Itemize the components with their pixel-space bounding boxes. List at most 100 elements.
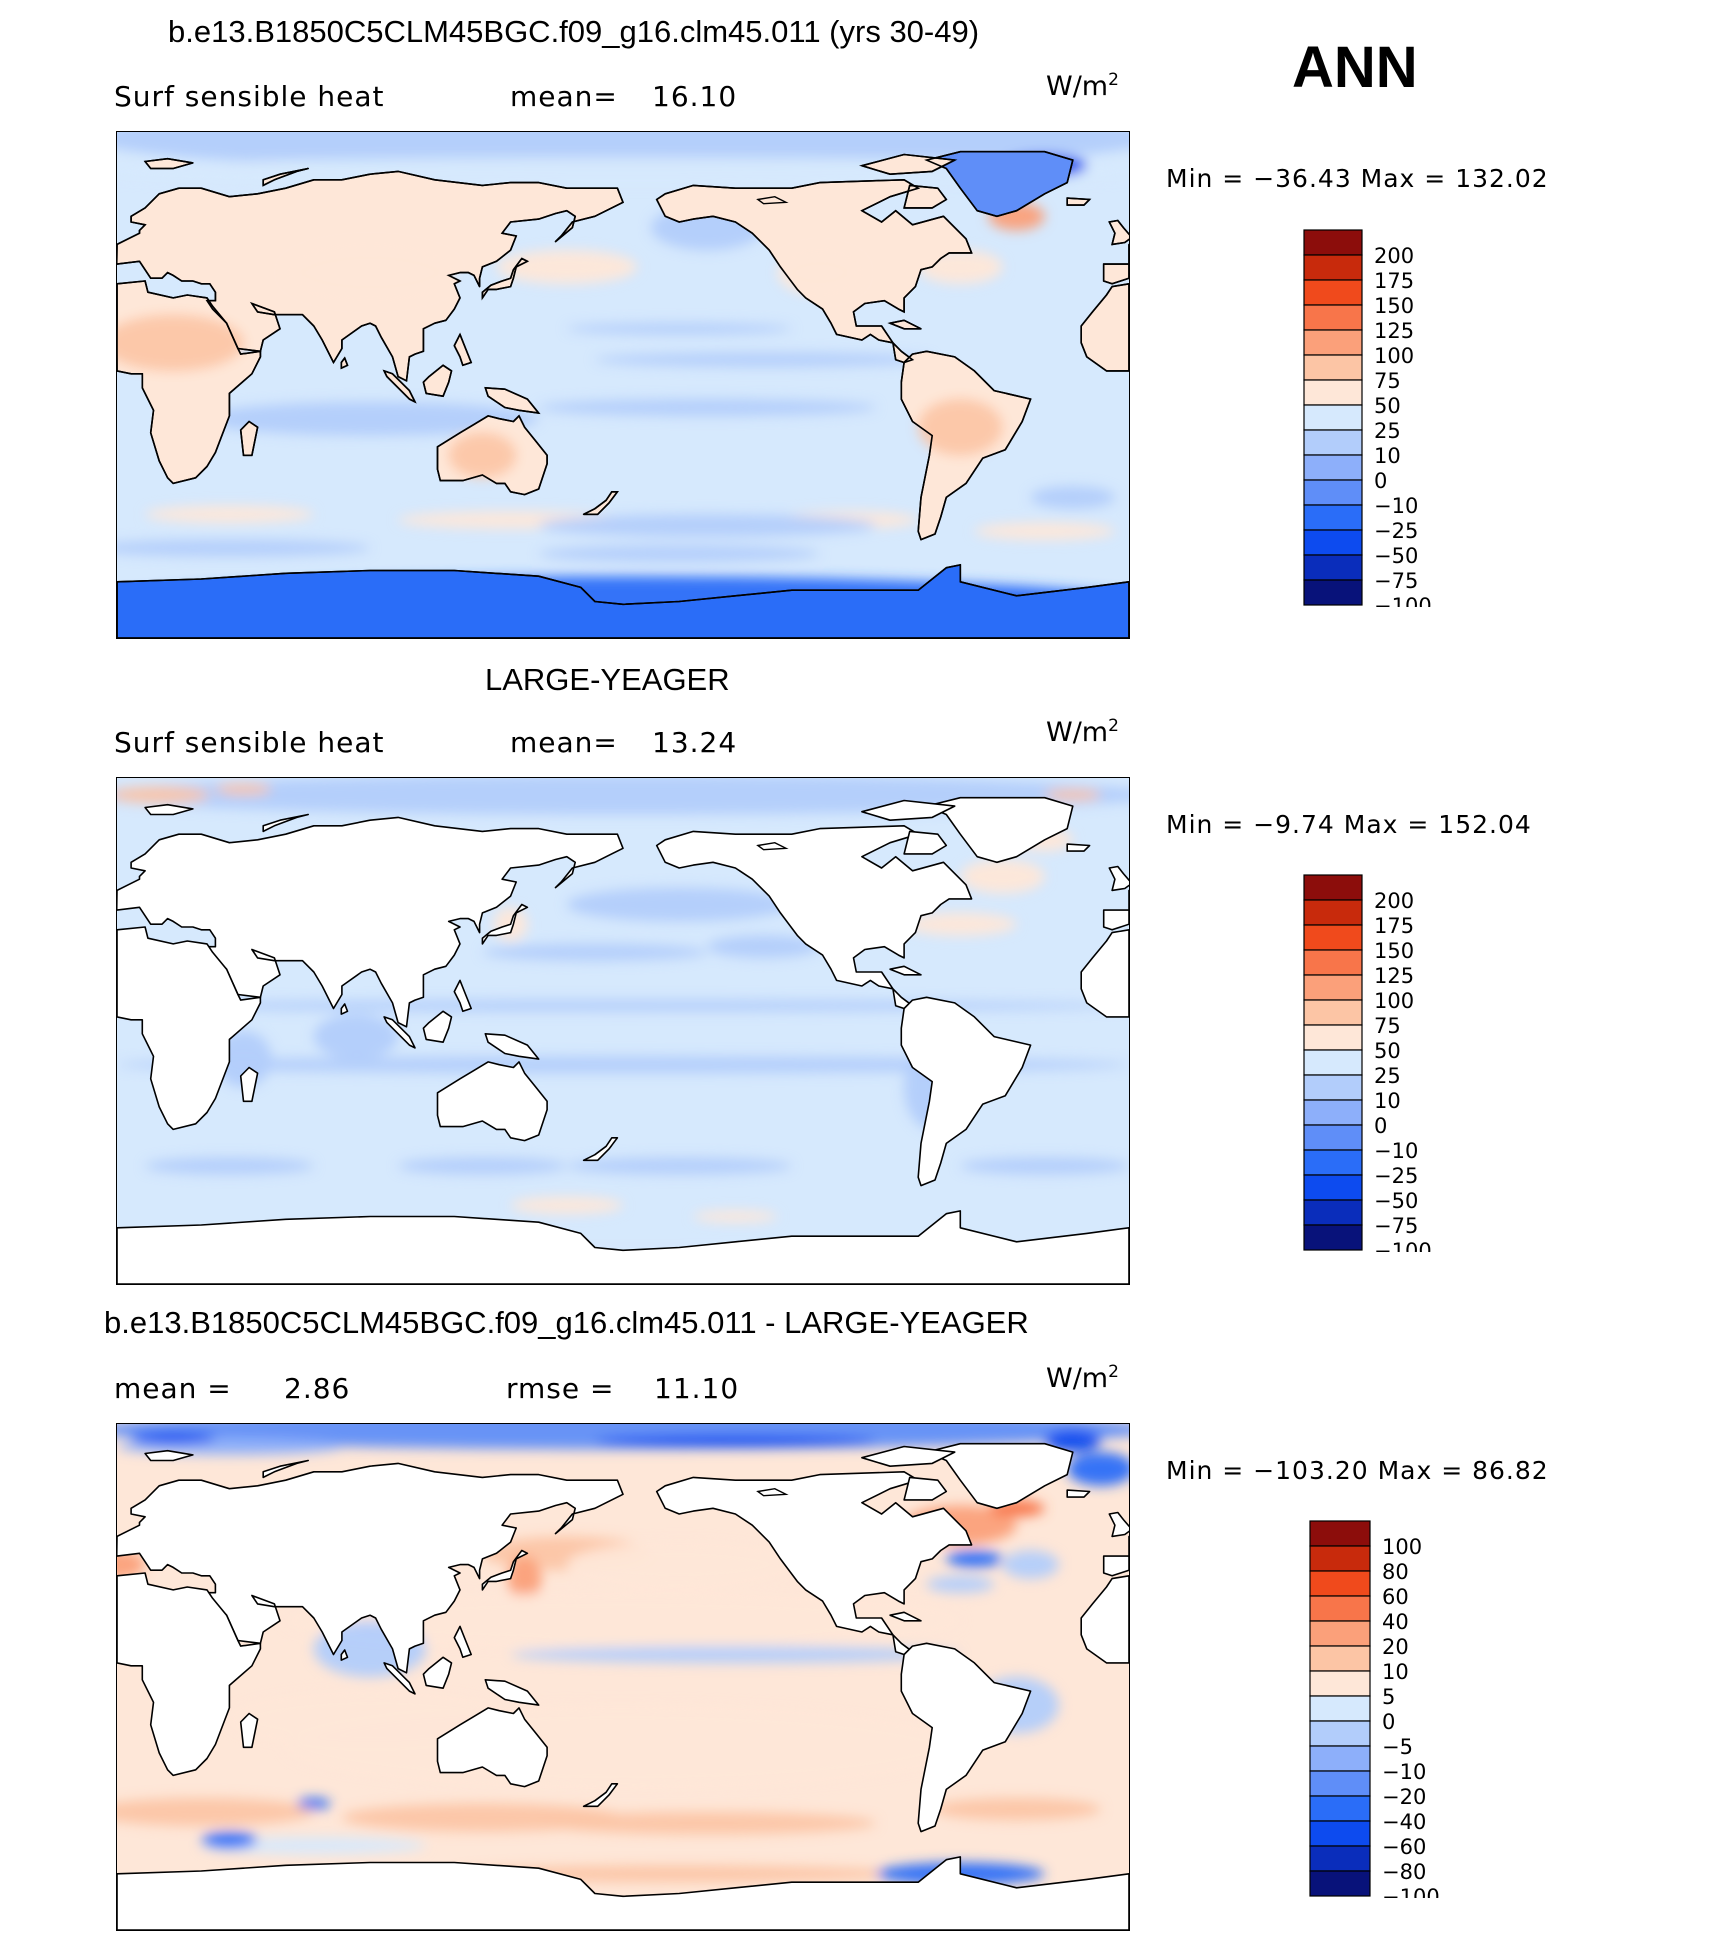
colorbar-swatch [1303, 1074, 1363, 1101]
landmass-japan [481, 903, 529, 945]
field-contour [145, 1157, 314, 1175]
field-contour [538, 1811, 876, 1835]
field-contour [117, 1797, 314, 1826]
colorbar-tick-label: 0 [1374, 1114, 1387, 1138]
field-contour [510, 1196, 623, 1214]
landmass-iceland [1066, 1489, 1091, 1498]
field-contour [145, 505, 314, 523]
landmass-svalbard [144, 1449, 194, 1462]
panel2-variable-label: Surf sensible heat [114, 726, 385, 759]
colorbar-tick-label: 150 [1374, 294, 1414, 318]
colorbar-tick-label: 10 [1374, 1089, 1401, 1113]
landmass-japan [481, 1549, 529, 1591]
colorbar-tick-label: 150 [1374, 939, 1414, 963]
field-contour [960, 1157, 1129, 1175]
panel2-map [116, 777, 1130, 1285]
colorbar-swatch [1303, 1149, 1363, 1176]
landmass-svalbard [144, 803, 194, 816]
field-contour [926, 1575, 995, 1593]
colorbar-swatch [1309, 1695, 1371, 1722]
colorbar-swatch [1309, 1520, 1371, 1547]
field-contour [566, 1157, 792, 1175]
panel3-title: b.e13.B1850C5CLM45BGC.f09_g16.clm45.011 … [104, 1305, 1029, 1340]
field-contour [131, 1432, 216, 1444]
colorbar-swatch [1309, 1795, 1371, 1822]
colorbar-swatch [1303, 874, 1363, 901]
landmass-africa [117, 926, 262, 1131]
panel2-units: W/m2 [1046, 716, 1119, 748]
field-contour [117, 1056, 1129, 1074]
landmass-sam [900, 996, 1032, 1187]
colorbar-swatch [1309, 1820, 1371, 1847]
panel1-min-max: Min = −36.43 Max = 132.02 [1166, 164, 1549, 193]
panel3-units: W/m2 [1046, 1362, 1119, 1394]
landmass-newguinea [484, 1679, 540, 1706]
panel3-colorbar: 100 80 60 40 20 10 5 0 −5 −10 −20 −40 −60 −80 −100 [1308, 1519, 1458, 1909]
field-contour [538, 514, 876, 537]
landmass-australia [436, 1707, 548, 1788]
colorbar-swatch [1303, 949, 1363, 976]
panel1-units: W/m2 [1046, 70, 1119, 102]
colorbar-tick-label: 125 [1374, 964, 1414, 988]
colorbar-tick-label: −25 [1374, 519, 1418, 543]
colorbar-tick-label: 10 [1374, 444, 1401, 468]
colorbar-tick-label: 100 [1374, 344, 1414, 368]
landmass-sumatra [383, 1662, 416, 1695]
colorbar-tick-label: −100 [1374, 594, 1432, 607]
landmass-philippines [453, 1625, 472, 1659]
colorbar-swatch [1309, 1595, 1371, 1622]
colorbar-swatch [1303, 1099, 1363, 1126]
colorbar-swatch [1309, 1870, 1371, 1897]
colorbar-swatch [1303, 404, 1363, 431]
panel3-min-max: Min = −103.20 Max = 86.82 [1166, 1456, 1549, 1485]
landmass-borneo [422, 1010, 453, 1043]
colorbar-tick-label: −40 [1382, 1810, 1426, 1834]
landmass-uk [1108, 1511, 1129, 1538]
colorbar-tick-label: 175 [1374, 269, 1414, 293]
panel1-mean-value: 16.10 [652, 80, 738, 113]
landmass-africaW [1080, 1575, 1129, 1664]
colorbar-tick-label: 25 [1374, 419, 1401, 443]
field-contour [538, 399, 876, 416]
season-label: ANN [1292, 35, 1418, 100]
colorbar-tick-label: −5 [1382, 1735, 1413, 1759]
field-contour [229, 1691, 511, 1748]
colorbar-tick-label: 50 [1374, 394, 1401, 418]
landmass-nam [655, 825, 973, 1010]
colorbar-tick-label: 50 [1374, 1039, 1401, 1063]
panel3-mean-label: mean = [114, 1372, 232, 1405]
field-contour [1067, 1452, 1129, 1486]
colorbar-swatch [1303, 1124, 1363, 1151]
colorbar-swatch [1303, 304, 1363, 331]
field-contour [117, 1424, 1129, 1450]
field-contour [594, 352, 933, 367]
colorbar-swatch [1303, 579, 1363, 606]
landmass-australia [436, 1061, 548, 1142]
colorbar-tick-label: 75 [1374, 1014, 1401, 1038]
colorbar-tick-label: 175 [1374, 914, 1414, 938]
field-contour [507, 1556, 542, 1602]
colorbar-swatch [1303, 1049, 1363, 1076]
landmass-iberia [1102, 1535, 1129, 1577]
field-contour [904, 912, 1017, 936]
colorbar-swatch [1309, 1620, 1371, 1647]
colorbar-swatch [1303, 379, 1363, 406]
panel3-mean-value: 2.86 [284, 1372, 351, 1405]
colorbar-swatch [1309, 1720, 1371, 1747]
field-contour [482, 943, 708, 961]
colorbar-tick-label: 80 [1382, 1560, 1409, 1584]
field-contour [932, 1797, 1101, 1821]
landmass-nam [655, 1471, 973, 1656]
colorbar-swatch [1303, 504, 1363, 531]
field-contour [117, 786, 210, 804]
field-contour [117, 778, 1129, 815]
landmass-srilanka [340, 1649, 349, 1661]
colorbar-swatch [1303, 529, 1363, 556]
colorbar-tick-label: 100 [1382, 1535, 1422, 1559]
colorbar-tick-label: −25 [1374, 1164, 1418, 1188]
colorbar-tick-label: 200 [1374, 244, 1414, 268]
landmass-africa [117, 1572, 262, 1777]
field-contour [201, 1831, 258, 1849]
colorbar-swatch [1303, 974, 1363, 1001]
colorbar-tick-label: −80 [1382, 1860, 1426, 1884]
